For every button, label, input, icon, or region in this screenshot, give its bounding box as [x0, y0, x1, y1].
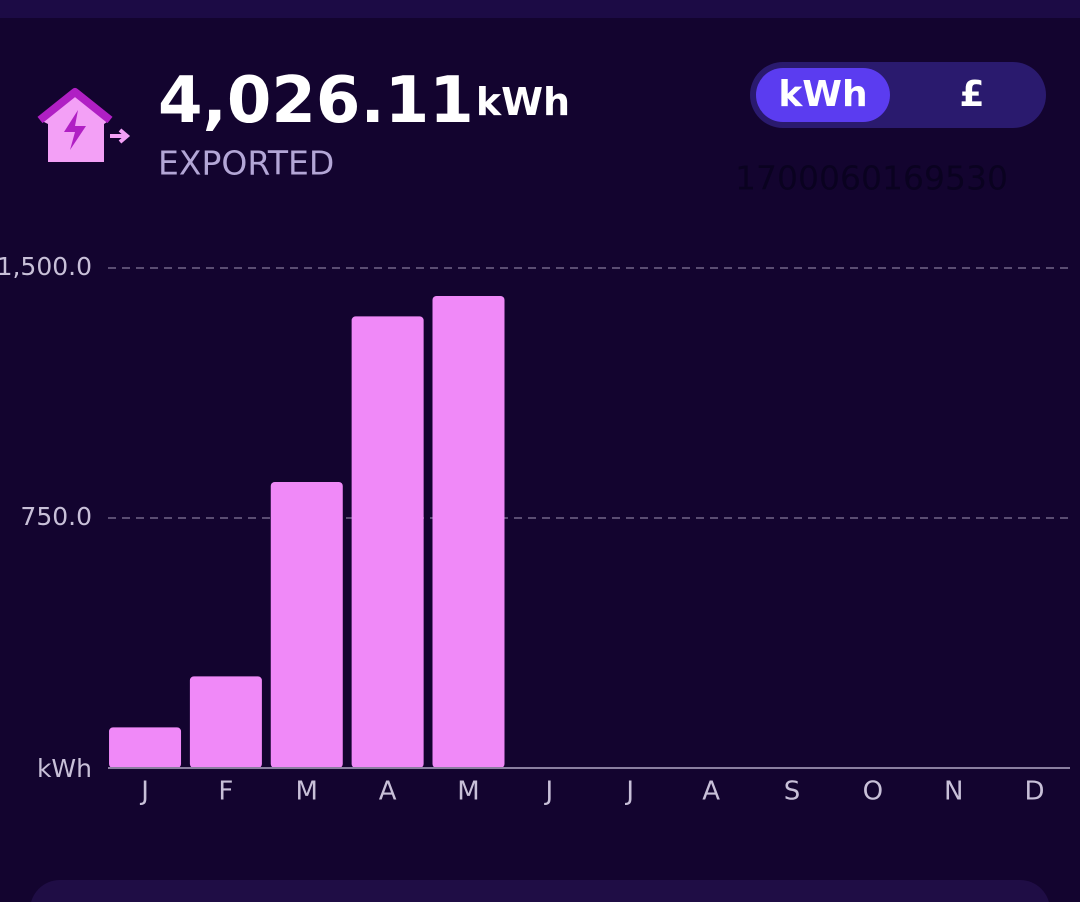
y-axis-label: kWh	[37, 754, 92, 783]
total-number: 4,026.11	[158, 64, 474, 138]
x-tick-label: D	[1025, 777, 1045, 807]
x-tick-label: M	[457, 777, 479, 807]
y-tick-label: 1,500.0	[0, 252, 92, 281]
unit-toggle[interactable]: kWh £	[750, 62, 1046, 128]
x-tick-label: M	[296, 777, 318, 807]
x-tick-label: J	[139, 777, 149, 807]
toggle-pound[interactable]: £	[959, 74, 984, 115]
x-tick-label: A	[702, 777, 720, 807]
bottom-card	[31, 880, 1049, 902]
x-tick-label: S	[784, 777, 801, 807]
bar	[432, 296, 505, 768]
total-unit: kWh	[476, 80, 570, 124]
x-tick-label: F	[218, 777, 233, 807]
toggle-kwh[interactable]: kWh	[778, 74, 867, 115]
exported-label: EXPORTED	[158, 144, 334, 183]
total-value: 4,026.11kWh	[158, 64, 570, 138]
serial-number: 1700060169530	[735, 159, 1008, 198]
bar	[109, 727, 182, 768]
x-tick-label: A	[379, 777, 397, 807]
x-tick-label: J	[624, 777, 634, 807]
bar	[189, 676, 262, 768]
bar	[351, 316, 424, 768]
y-tick-label: 750.0	[20, 502, 92, 531]
x-tick-label: J	[544, 777, 554, 807]
toggle-active	[756, 68, 890, 122]
bar	[270, 482, 343, 768]
x-tick-label: N	[944, 777, 963, 807]
top-strip	[0, 0, 1080, 18]
export-icon	[37, 88, 131, 162]
x-tick-label: O	[863, 777, 883, 807]
